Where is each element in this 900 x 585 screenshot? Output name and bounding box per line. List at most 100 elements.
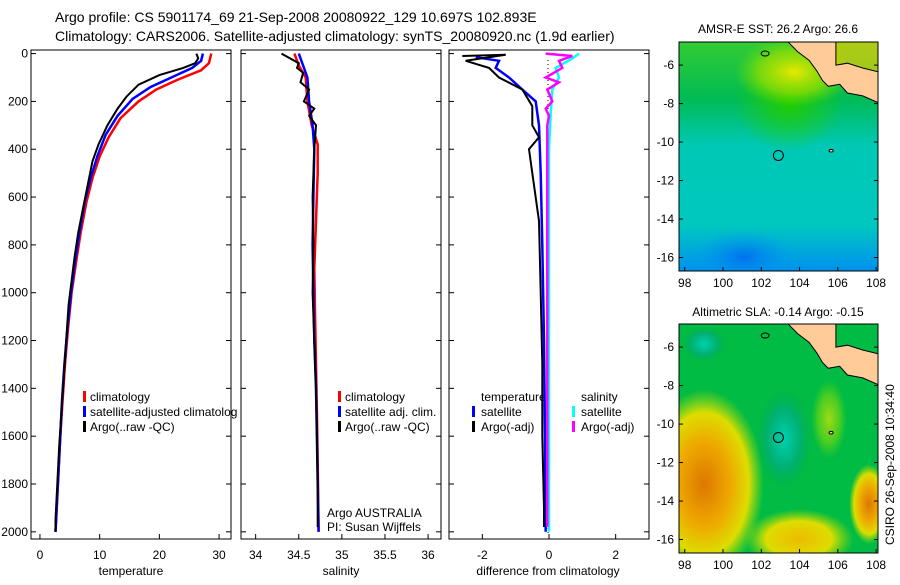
legend-swatch-sal-satellite — [572, 406, 575, 417]
salinity-axes-frame — [240, 49, 442, 540]
series-line-temperature-satellite — [475, 55, 547, 532]
lon-tick-label: 100 — [713, 558, 733, 572]
y-tick-label: 600 — [8, 190, 28, 204]
argo-float-marker — [772, 149, 784, 161]
legend-label: satellite — [581, 405, 622, 419]
salinity-legend: climatology satellite adj. clim. Argo(..… — [338, 390, 436, 434]
legend-label: satellite adj. clim. — [345, 405, 436, 419]
legend-swatch-argo — [83, 421, 86, 432]
temperature-xlabel: temperature — [99, 564, 164, 578]
x-tick-label: 36 — [421, 548, 435, 562]
legend-label: climatology — [345, 390, 405, 404]
y-tick-label: 400 — [8, 142, 28, 156]
sla-map-title: Altimetric SLA: -0.14 Argo: -0.15 — [692, 305, 864, 319]
temperature-axes-frame — [30, 49, 232, 540]
lat-tick-label: -16 — [657, 251, 675, 265]
salinity-panel: salinity climatology satellite adj. clim… — [240, 49, 442, 578]
legend-label: satellite-adjusted climatolog — [90, 405, 237, 419]
lat-tick-label: -8 — [663, 379, 674, 393]
legend-swatch-argo — [338, 421, 341, 432]
y-tick-label: 1600 — [1, 429, 28, 443]
figure-title-line1: Argo profile: CS 5901174_69 21-Sep-2008 … — [55, 9, 537, 25]
y-tick-label: 1200 — [1, 334, 28, 348]
x-tick-label: 10 — [93, 548, 107, 562]
legend-swatch-satellite — [83, 406, 86, 417]
land-java-sumatra — [786, 41, 879, 104]
x-tick-label: 0 — [546, 548, 553, 562]
lat-tick-label: -8 — [663, 97, 674, 111]
legend-label: Argo(-adj) — [581, 420, 634, 434]
annotation-pi: PI: Susan Wijffels — [327, 520, 421, 534]
sla-map: Altimetric SLA: -0.14 Argo: -0.15 98 100 1… — [657, 305, 887, 572]
lon-tick-label: 98 — [678, 276, 692, 290]
series-line-argo-raw-qc- — [54, 53, 200, 532]
sst-cool-region — [689, 229, 799, 271]
legend-swatch-temp-satellite — [472, 406, 475, 417]
sla-high-region — [744, 509, 854, 553]
map-frame — [678, 41, 879, 272]
sst-map: AMSR-E SST: 26.2 Argo: 26.6 98 100 102 104 1… — [657, 22, 887, 290]
temperature-legend: climatology satellite-adjusted climatolo… — [83, 390, 237, 434]
lon-tick-label: 98 — [678, 558, 692, 572]
difference-legend: temperature satellite Argo(-adj) salinit… — [472, 390, 634, 434]
sla-low-region — [756, 389, 812, 489]
y-tick-label: 2000 — [1, 525, 28, 539]
legend-label: Argo(..raw -QC) — [90, 420, 175, 434]
island-christmas — [828, 148, 834, 153]
x-tick-label: 35 — [335, 548, 349, 562]
lon-tick-label: 102 — [751, 558, 771, 572]
legend-label: Argo(..raw -QC) — [345, 420, 430, 434]
y-tick-label: 1400 — [1, 381, 28, 395]
legend-swatch-sal-argo — [572, 421, 575, 432]
figure-title-line2: Climatology: CARS2006. Satellite-adjuste… — [55, 28, 615, 44]
legend-label: satellite — [481, 405, 522, 419]
difference-xlabel: difference from climatology — [476, 564, 619, 578]
lon-tick-label: 108 — [866, 558, 886, 572]
lat-tick-label: -16 — [657, 533, 675, 547]
land-java-sumatra — [786, 323, 879, 386]
lon-tick-label: 106 — [828, 558, 848, 572]
sla-high-region — [679, 389, 764, 553]
lon-tick-label: 100 — [713, 276, 733, 290]
y-tick-label: 1800 — [1, 477, 28, 491]
y-tick-label: 800 — [8, 238, 28, 252]
lat-tick-label: -14 — [657, 494, 675, 508]
annotation-argo-australia: Argo AUSTRALIA — [327, 506, 422, 520]
lat-tick-label: -6 — [663, 58, 674, 72]
x-tick-label: 30 — [212, 548, 226, 562]
series-line-argo-raw-qc- — [281, 52, 319, 527]
difference-panel: difference from climatology temperature … — [448, 49, 650, 578]
x-tick-label: 2 — [612, 548, 619, 562]
lon-tick-label: 104 — [790, 558, 810, 572]
island-enggano — [760, 50, 770, 57]
island-christmas — [828, 430, 834, 435]
lat-tick-label: -12 — [657, 456, 675, 470]
sla-low-region — [682, 326, 726, 362]
lat-tick-label: -10 — [657, 417, 675, 431]
legend-label: climatology — [90, 390, 150, 404]
sla-high-region — [811, 379, 847, 459]
sla-high-region — [849, 464, 878, 544]
lon-tick-label: 106 — [828, 276, 848, 290]
legend-swatch-temp-argo — [472, 421, 475, 432]
series-line-salinity-satellite — [547, 52, 580, 532]
y-tick-label: 0 — [21, 47, 28, 61]
y-tick-label: 200 — [8, 94, 28, 108]
x-tick-label: 0 — [37, 548, 44, 562]
salinity-xlabel: salinity — [323, 564, 360, 578]
x-tick-label: 35.5 — [373, 548, 397, 562]
map-frame — [678, 323, 879, 554]
series-line-temperature-argo-adj- — [462, 53, 545, 527]
legend-swatch-climatology — [83, 391, 86, 402]
legend-swatch-satellite — [338, 406, 341, 417]
legend-group-title: temperature — [481, 390, 546, 404]
lon-tick-label: 102 — [751, 276, 771, 290]
x-tick-label: 20 — [153, 548, 167, 562]
legend-label: Argo(-adj) — [481, 420, 534, 434]
series-line-satellite-adjusted-climatology — [54, 53, 205, 532]
x-tick-label: -2 — [477, 548, 488, 562]
temperature-panel: temperature climatology satellite-adjust… — [1, 47, 237, 578]
lat-tick-label: -14 — [657, 212, 675, 226]
series-line-salinity-argo-adj- — [542, 52, 573, 527]
